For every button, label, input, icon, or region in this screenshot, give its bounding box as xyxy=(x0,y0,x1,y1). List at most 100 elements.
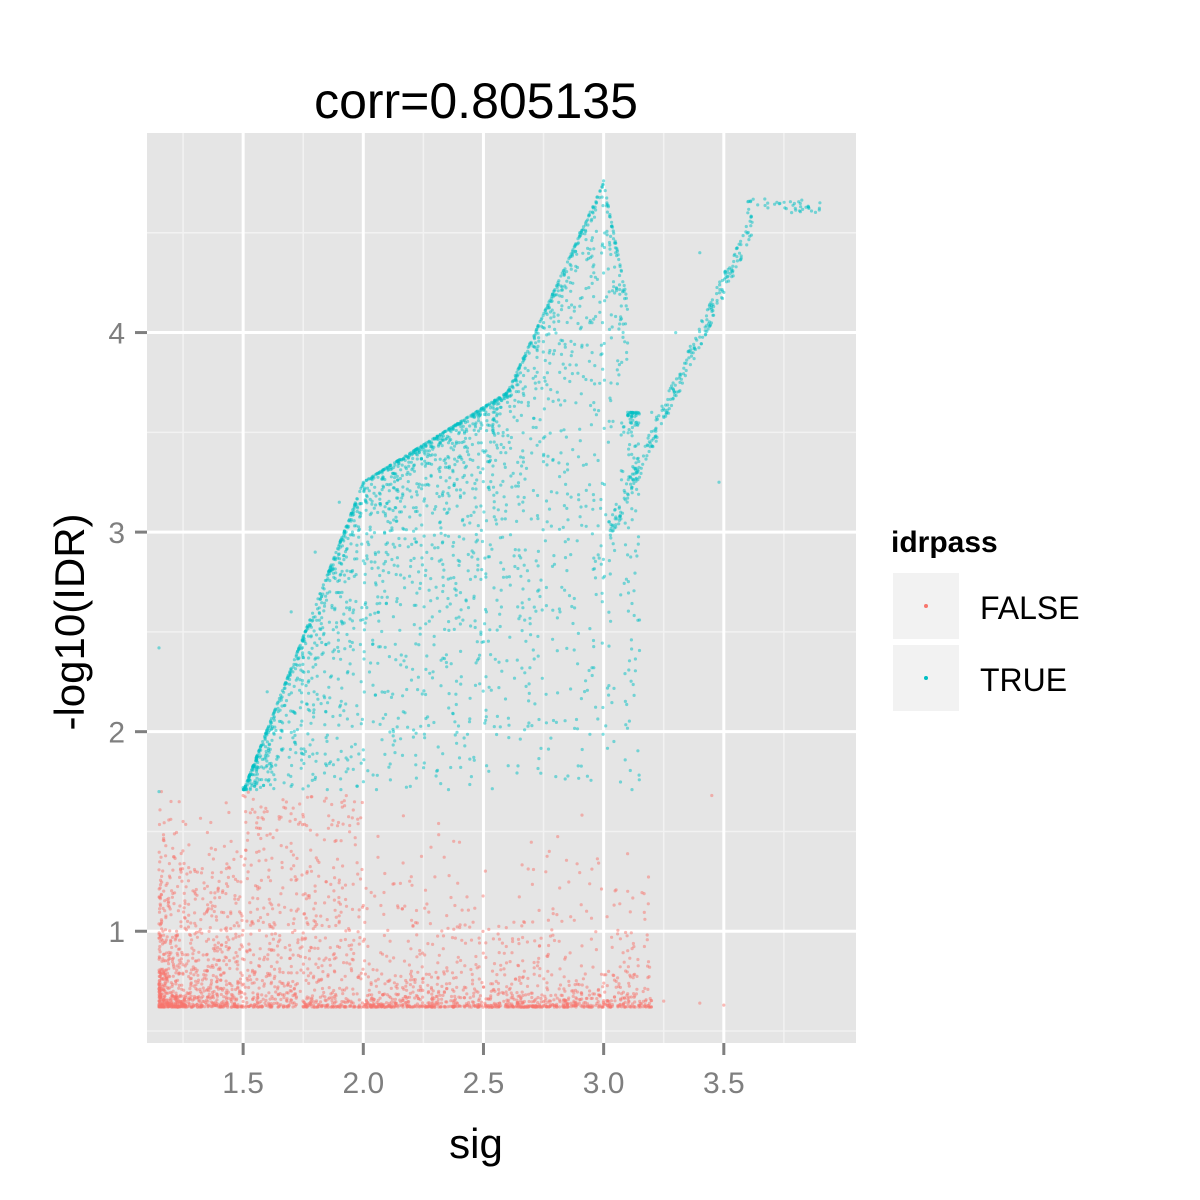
data-point xyxy=(433,546,437,550)
data-point xyxy=(622,283,626,288)
data-point xyxy=(280,860,284,865)
data-point xyxy=(294,909,299,913)
data-point xyxy=(453,997,457,1001)
data-point xyxy=(462,985,466,989)
data-point xyxy=(390,528,394,532)
data-point xyxy=(569,354,573,358)
data-point xyxy=(478,653,482,657)
data-point xyxy=(377,990,381,995)
data-point xyxy=(239,981,243,985)
data-point xyxy=(398,881,402,886)
data-point xyxy=(447,494,451,498)
data-point xyxy=(476,465,480,469)
data-point xyxy=(512,415,516,419)
data-point xyxy=(345,953,349,957)
data-point xyxy=(434,1000,438,1004)
data-point xyxy=(553,293,557,297)
data-point xyxy=(327,924,331,929)
data-point xyxy=(604,973,608,977)
data-point xyxy=(272,921,276,925)
data-point xyxy=(332,988,336,993)
data-point xyxy=(396,564,400,568)
data-point xyxy=(583,228,588,232)
data-point xyxy=(410,580,414,584)
data-point xyxy=(532,657,536,661)
data-point xyxy=(369,476,374,480)
data-point xyxy=(447,464,451,468)
data-point xyxy=(499,442,503,447)
data-point xyxy=(551,608,555,612)
data-point xyxy=(333,876,337,880)
data-point xyxy=(610,224,614,228)
data-point xyxy=(240,957,244,961)
data-point xyxy=(504,944,508,949)
data-point xyxy=(304,978,308,983)
data-point xyxy=(414,763,418,767)
data-point xyxy=(403,1001,407,1005)
data-point xyxy=(215,918,219,922)
data-point xyxy=(316,965,320,970)
data-point xyxy=(326,826,330,830)
data-point xyxy=(574,249,578,254)
data-point xyxy=(572,999,576,1003)
data-point xyxy=(555,913,559,917)
data-point xyxy=(331,563,335,567)
data-point xyxy=(186,919,190,924)
data-point xyxy=(618,902,622,906)
data-point xyxy=(596,553,600,557)
data-point xyxy=(181,867,185,871)
data-point xyxy=(458,488,462,492)
data-point xyxy=(403,586,407,590)
data-point xyxy=(267,724,271,729)
data-point xyxy=(265,759,269,763)
data-point xyxy=(361,967,365,971)
data-point xyxy=(493,1003,498,1007)
data-point xyxy=(291,930,295,935)
data-point xyxy=(619,593,623,597)
data-point xyxy=(420,523,424,527)
data-point xyxy=(472,1000,476,1004)
data-point xyxy=(385,482,389,487)
data-point xyxy=(517,390,521,394)
data-point xyxy=(581,977,586,981)
data-point xyxy=(185,872,189,876)
data-point xyxy=(551,912,555,916)
data-point xyxy=(633,994,637,998)
data-point xyxy=(592,401,596,405)
data-point xyxy=(441,589,445,594)
data-point xyxy=(452,927,456,931)
data-point xyxy=(626,492,630,496)
data-point xyxy=(219,928,223,932)
data-point xyxy=(331,953,335,957)
data-point xyxy=(622,581,626,586)
data-point xyxy=(288,956,292,960)
data-point xyxy=(624,577,629,581)
data-point xyxy=(276,1005,281,1009)
data-point xyxy=(302,912,306,916)
data-point xyxy=(592,215,597,219)
data-point xyxy=(415,493,419,497)
data-point xyxy=(356,930,360,934)
data-point xyxy=(546,988,550,992)
data-point xyxy=(584,504,588,508)
data-point xyxy=(521,509,526,513)
data-point xyxy=(436,997,440,1002)
data-point xyxy=(612,231,616,235)
data-point xyxy=(511,996,515,1000)
data-point xyxy=(510,982,514,986)
data-point xyxy=(410,918,414,922)
data-point xyxy=(257,849,261,853)
data-point xyxy=(554,331,558,335)
data-point xyxy=(284,699,289,703)
data-point xyxy=(536,1001,540,1005)
data-point xyxy=(185,962,189,966)
data-point xyxy=(227,996,231,1000)
data-point xyxy=(270,770,274,774)
data-point xyxy=(323,936,327,940)
data-point xyxy=(621,951,625,955)
data-point xyxy=(357,1005,361,1009)
data-point xyxy=(455,741,459,745)
data-point xyxy=(623,758,627,762)
data-point xyxy=(420,487,424,491)
data-point xyxy=(381,993,385,997)
